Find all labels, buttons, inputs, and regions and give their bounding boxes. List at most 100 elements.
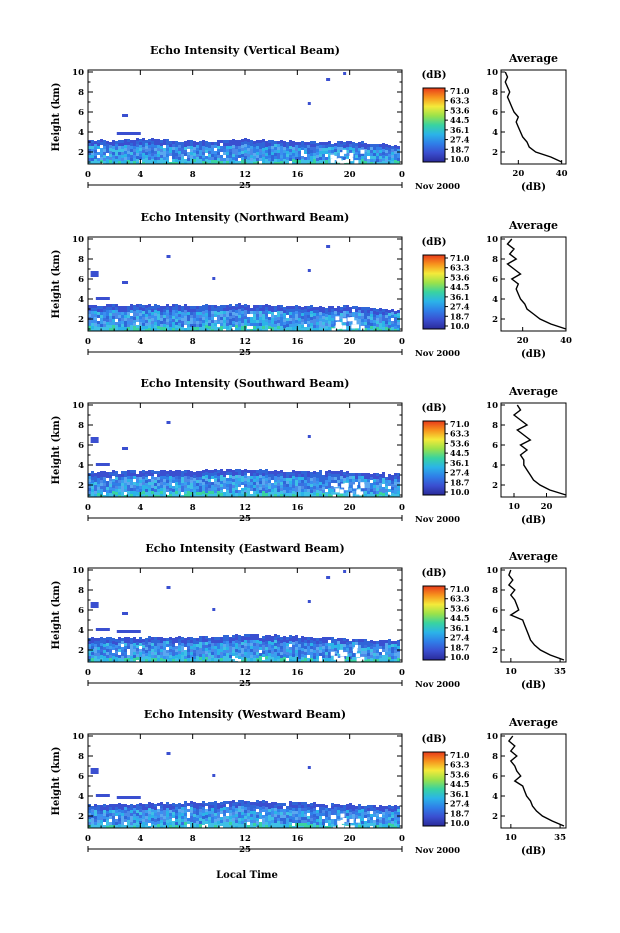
echo-heatmap xyxy=(88,752,400,831)
colorbar-tick-label: 27.4 xyxy=(450,302,470,312)
colorbar-tick-label: 71.0 xyxy=(450,750,470,760)
average-y-tick-label: 6 xyxy=(492,772,498,782)
x-tick-label: 16 xyxy=(291,834,303,844)
colorbar-tick-label: 63.3 xyxy=(450,96,470,106)
average-y-tick-label: 8 xyxy=(492,88,498,98)
average-y-tick-label: 4 xyxy=(492,792,498,802)
average-y-tick-label: 2 xyxy=(492,148,498,158)
colorbar-tick-label: 71.0 xyxy=(450,584,470,594)
panel-title: Echo Intensity (Eastward Beam) xyxy=(145,542,344,555)
average-y-tick-label: 6 xyxy=(492,275,498,285)
average-title: Average xyxy=(508,52,558,65)
average-title: Average xyxy=(508,385,558,398)
colorbar-tick-label: 36.1 xyxy=(450,623,469,633)
average-frame xyxy=(501,237,566,331)
x-tick-label: 12 xyxy=(239,503,251,513)
colorbar-tick-label: 63.3 xyxy=(450,760,470,770)
panel-1: Echo Intensity (Vertical Beam)Height (km… xyxy=(51,44,568,193)
x-tick-label: 0 xyxy=(85,337,91,347)
colorbar-tick-label: 10.0 xyxy=(450,652,470,662)
x-tick-label: 8 xyxy=(190,503,196,513)
x-tick-label: 16 xyxy=(291,337,303,347)
y-axis-label: Height (km) xyxy=(51,250,62,319)
colorbar-tick-label: 71.0 xyxy=(450,419,470,429)
y-tick-label: 2 xyxy=(78,646,84,656)
panel-title: Echo Intensity (Southward Beam) xyxy=(141,377,350,390)
colorbar-tick-label: 53.6 xyxy=(450,438,470,448)
date-label: Nov 2000 xyxy=(415,515,460,525)
average-title: Average xyxy=(508,716,558,729)
colorbar-tick-label: 71.0 xyxy=(450,253,470,263)
x-tick-label: 16 xyxy=(291,170,303,180)
average-y-tick-label: 10 xyxy=(486,68,498,78)
y-tick-label: 4 xyxy=(78,792,84,802)
y-tick-label: 2 xyxy=(78,481,84,491)
average-profile-line xyxy=(509,570,564,660)
colorbar-tick-label: 10.0 xyxy=(450,321,470,331)
x-tick-label: 0 xyxy=(399,834,405,844)
y-axis-label: Height (km) xyxy=(51,416,62,485)
colorbar-tick-label: 44.5 xyxy=(450,613,469,623)
colorbar-tick-label: 27.4 xyxy=(450,468,470,478)
x-tick-label: 4 xyxy=(137,170,143,180)
x-tick-label: 8 xyxy=(190,834,196,844)
colorbar-tick-label: 10.0 xyxy=(450,154,470,164)
average-y-tick-label: 6 xyxy=(492,108,498,118)
average-x-tick-label: 40 xyxy=(560,336,572,346)
colorbar xyxy=(423,421,445,495)
day-label: 25 xyxy=(239,348,251,358)
average-profile-line xyxy=(514,405,566,495)
y-tick-label: 4 xyxy=(78,626,84,636)
colorbar xyxy=(423,586,445,660)
average-x-tick-label: 10 xyxy=(505,833,517,843)
x-tick-label: 8 xyxy=(190,170,196,180)
panel-2: Echo Intensity (Northward Beam)Height (k… xyxy=(51,211,572,360)
average-x-tick-label: 10 xyxy=(505,667,517,677)
average-x-tick-label: 20 xyxy=(541,502,553,512)
x-tick-label: 0 xyxy=(399,503,405,513)
y-tick-label: 10 xyxy=(72,401,84,411)
average-y-tick-label: 10 xyxy=(486,235,498,245)
colorbar-tick-label: 36.1 xyxy=(450,292,469,302)
colorbar-tick-label: 53.6 xyxy=(450,105,470,115)
day-label: 25 xyxy=(239,514,251,524)
colorbar-tick-label: 36.1 xyxy=(450,125,469,135)
average-x-label: (dB) xyxy=(521,349,546,360)
echo-heatmap xyxy=(88,72,400,164)
colorbar-tick-label: 10.0 xyxy=(450,818,470,828)
average-y-tick-label: 10 xyxy=(486,401,498,411)
average-x-tick-label: 20 xyxy=(517,336,529,346)
x-tick-label: 12 xyxy=(239,337,251,347)
panel-3: Echo Intensity (Southward Beam) Height (k… xyxy=(51,377,566,526)
colorbar-tick-label: 27.4 xyxy=(450,799,470,809)
x-tick-label: 4 xyxy=(137,503,143,513)
x-tick-label: 0 xyxy=(399,337,405,347)
x-tick-label: 20 xyxy=(344,170,356,180)
y-tick-label: 10 xyxy=(72,732,84,742)
colorbar-unit: (dB) xyxy=(422,70,447,81)
y-tick-label: 8 xyxy=(78,421,84,431)
average-y-tick-label: 8 xyxy=(492,586,498,596)
colorbar-unit: (dB) xyxy=(422,237,447,248)
average-y-tick-label: 4 xyxy=(492,295,498,305)
y-axis-label: Height (km) xyxy=(51,581,62,650)
colorbar-tick-label: 18.7 xyxy=(450,642,469,652)
x-tick-label: 20 xyxy=(344,834,356,844)
colorbar-tick-label: 18.7 xyxy=(450,808,469,818)
colorbar-tick-label: 44.5 xyxy=(450,115,469,125)
average-profile-line xyxy=(509,736,564,826)
x-tick-label: 4 xyxy=(137,834,143,844)
colorbar xyxy=(423,88,445,162)
average-title: Average xyxy=(508,550,558,563)
average-y-tick-label: 10 xyxy=(486,566,498,576)
x-tick-label: 0 xyxy=(85,834,91,844)
x-tick-label: 20 xyxy=(344,668,356,678)
x-tick-label: 12 xyxy=(239,668,251,678)
average-y-tick-label: 8 xyxy=(492,752,498,762)
average-y-tick-label: 8 xyxy=(492,421,498,431)
day-label: 25 xyxy=(239,679,251,689)
colorbar-tick-label: 18.7 xyxy=(450,144,469,154)
average-profile-line xyxy=(508,239,567,329)
average-x-label: (dB) xyxy=(521,680,546,691)
y-axis-label: Height (km) xyxy=(51,747,62,816)
